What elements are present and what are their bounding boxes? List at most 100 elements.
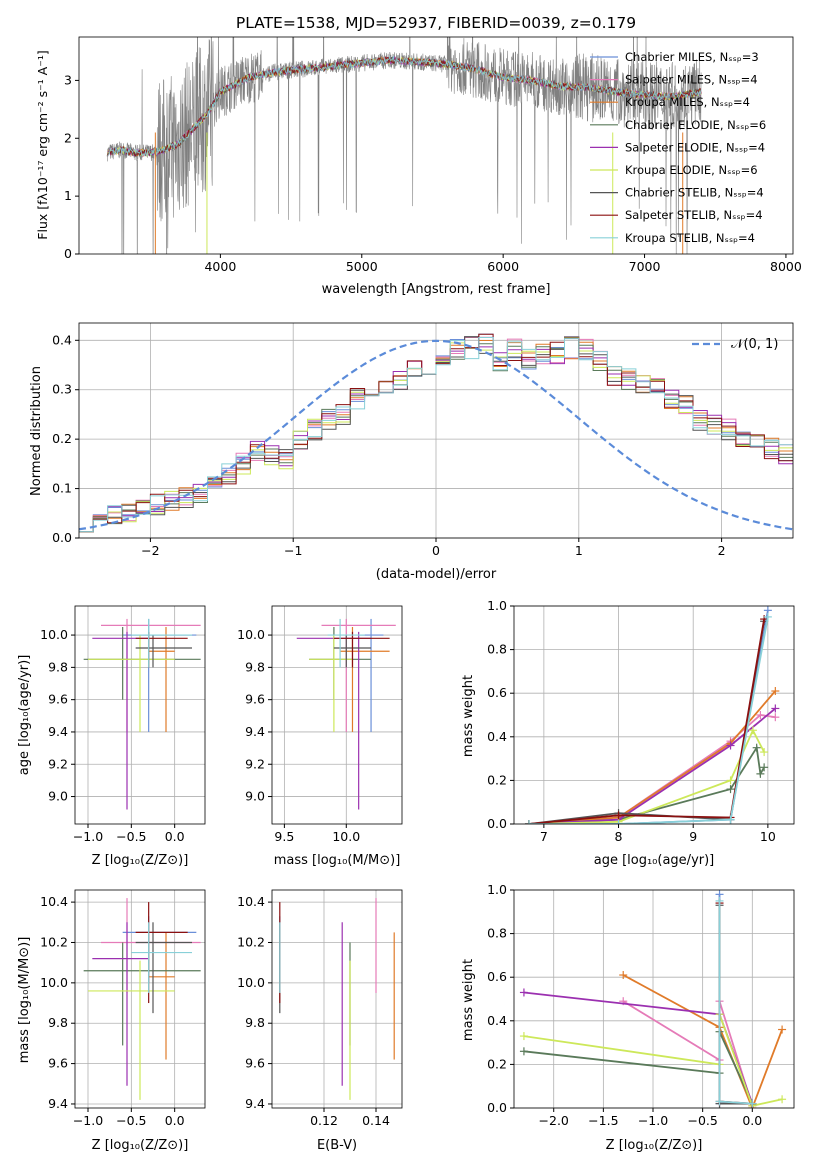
xtick-label: 10 xyxy=(760,829,776,844)
plot-marks xyxy=(519,890,787,1108)
residual-histograms xyxy=(79,333,793,533)
residual-ylabel: Normed distribution xyxy=(29,366,44,496)
ytick-label: 9.0 xyxy=(48,789,68,804)
series-line xyxy=(718,894,753,1105)
spectrum-xtick-label: 8000 xyxy=(770,259,802,274)
residual-histogram xyxy=(79,337,793,533)
series-line xyxy=(523,991,754,1104)
series-line xyxy=(528,621,765,824)
residual-ticks: −2 −1 0 1 2 0.0 0.1 0.2 0.3 0.4 xyxy=(52,332,725,558)
residual-xtick-label: 1 xyxy=(575,543,583,558)
legend-label: Salpeter STELIB, Nₛₛₚ=4 xyxy=(625,208,763,222)
ytick-label: 9.8 xyxy=(245,1015,265,1030)
ytick-label: 0.2 xyxy=(487,772,507,787)
series-line xyxy=(528,745,765,824)
massweight-vs-age-ylabel: mass weight xyxy=(461,675,476,757)
ytick-label: 0.6 xyxy=(487,969,507,984)
xtick-label: 10.0 xyxy=(332,829,360,844)
spectrum-panel: 4000 5000 6000 7000 8000 0 1 2 3 Chabrier MILES,… xyxy=(35,36,802,297)
xtick-label: 0.12 xyxy=(310,1113,338,1128)
ytick-label: 10.2 xyxy=(40,934,68,949)
spectrum-xtick-label: 7000 xyxy=(629,259,661,274)
ytick-label: 9.2 xyxy=(48,756,68,771)
residual-ytick-label: 0.2 xyxy=(52,431,72,446)
xtick-label: 8 xyxy=(615,829,623,844)
spectrum-xtick-label: 4000 xyxy=(204,259,236,274)
residual-legend: 𝒩(0, 1) xyxy=(692,337,778,352)
ytick-label: 1.0 xyxy=(487,882,507,897)
massweight-vs-z-panel: −2.0 −1.5 −1.0 −0.5 0.0 0.0 0.2 0.4 0.6 0.8 1.0 xyxy=(487,882,795,1128)
xtick-label: −1.5 xyxy=(588,1113,618,1128)
xtick-label: 0.14 xyxy=(362,1113,390,1128)
spectrum-ticks: 4000 5000 6000 7000 8000 0 1 2 3 xyxy=(64,72,802,274)
ytick-label: 0.2 xyxy=(487,1056,507,1071)
legend-label: 𝒩(0, 1) xyxy=(731,337,778,352)
axes-frame xyxy=(513,605,795,825)
legend-label: Salpeter ELODIE, Nₛₛₚ=4 xyxy=(625,140,765,154)
residual-ytick-label: 0.0 xyxy=(52,530,72,545)
residual-ytick-label: 0.1 xyxy=(52,481,72,496)
ytick-label: 9.8 xyxy=(48,659,68,674)
spectrum-xtick-label: 5000 xyxy=(346,259,378,274)
ytick-label: 0.0 xyxy=(487,816,507,831)
ytick-label: 10.0 xyxy=(237,627,265,642)
age-vs-z-xlabel: Z [log₁₀(Z/Z⊙)] xyxy=(92,853,189,868)
spectrum-ytick-label: 2 xyxy=(64,130,72,145)
residual-xtick-label: 2 xyxy=(718,543,726,558)
axes-frame xyxy=(74,889,206,1109)
age-vs-z-panel: −1.0 −0.5 0.0 9.0 9.2 9.4 9.6 9.8 10.0 xyxy=(40,605,206,844)
ytick-label: 9.6 xyxy=(245,692,265,707)
residual-panel: −2 −1 0 1 2 0.0 0.1 0.2 0.3 0.4 𝒩(0, 1) (data-mod… xyxy=(29,322,794,582)
ytick-label: 10.0 xyxy=(237,975,265,990)
massweight-vs-age-panel: 7 8 9 10 0.0 0.2 0.4 0.6 0.8 1.0 xyxy=(487,598,795,844)
xtick-label: −0.5 xyxy=(687,1113,717,1128)
ytick-label: 1.0 xyxy=(487,598,507,613)
xtick-label: −1.0 xyxy=(638,1113,668,1128)
series-line xyxy=(718,903,753,1105)
axes-frame xyxy=(513,889,795,1109)
mass-vs-ebv-xlabel: E(B-V) xyxy=(317,1138,357,1153)
series-line xyxy=(718,900,753,1105)
ytick-label: 9.6 xyxy=(245,1056,265,1071)
spectrum-ytick-label: 0 xyxy=(64,246,72,261)
ytick-label: 9.4 xyxy=(245,1096,265,1111)
xtick-label: −2.0 xyxy=(539,1113,569,1128)
legend-label: Salpeter MILES, Nₛₛₚ=4 xyxy=(625,73,758,87)
massweight-vs-z-ylabel: mass weight xyxy=(461,959,476,1041)
series-line xyxy=(718,905,753,1105)
plot-marks xyxy=(279,898,395,1100)
series-line xyxy=(523,1031,754,1104)
ytick-label: 9.4 xyxy=(48,1096,68,1111)
ytick-label: 10.4 xyxy=(40,894,68,909)
mass-vs-ebv-panel: 0.12 0.14 9.4 9.6 9.8 10.0 10.2 10.4 xyxy=(237,889,403,1128)
xtick-label: 9 xyxy=(689,829,697,844)
spectrum-xlabel: wavelength [Angstrom, rest frame] xyxy=(322,282,551,297)
axes-frame xyxy=(271,605,403,825)
age-vs-mass-panel: 9.5 10.0 9.0 9.2 9.4 9.6 9.8 10.0 xyxy=(237,605,403,844)
ytick-label: 9.2 xyxy=(245,756,265,771)
spectrum-xtick-label: 6000 xyxy=(487,259,519,274)
residual-xtick-label: 0 xyxy=(432,543,440,558)
age-vs-mass-xlabel: mass [log₁₀(M/M⊙)] xyxy=(274,853,401,868)
legend-label: Kroupa ELODIE, Nₛₛₚ=6 xyxy=(625,163,758,177)
legend-label: Chabrier STELIB, Nₛₛₚ=4 xyxy=(625,186,764,200)
spectrum-lines xyxy=(106,37,702,254)
series-line xyxy=(528,690,776,824)
ytick-label: 10.4 xyxy=(237,894,265,909)
spectrum-data-line xyxy=(107,37,702,254)
residual-ytick-label: 0.4 xyxy=(52,332,72,347)
age-vs-z-ylabel: age [log₁₀(age/yr)] xyxy=(17,655,32,776)
ytick-label: 0.6 xyxy=(487,685,507,700)
spectrum-legend: Chabrier MILES, Nₛₛₚ=3 Salpeter MILES, Nₛ… xyxy=(590,50,766,245)
axes-frame xyxy=(74,605,206,825)
xtick-label: −0.5 xyxy=(116,1113,146,1128)
ytick-label: 10.2 xyxy=(237,934,265,949)
legend-label: Kroupa MILES, Nₛₛₚ=4 xyxy=(625,95,750,109)
plot-marks xyxy=(83,618,201,810)
xtick-label: 0.0 xyxy=(742,1113,762,1128)
ytick-label: 10.0 xyxy=(40,975,68,990)
plot-marks xyxy=(296,618,396,810)
spectrum-model-line xyxy=(106,55,702,157)
series-line xyxy=(528,618,765,824)
spectrum-ytick-label: 3 xyxy=(64,72,72,87)
